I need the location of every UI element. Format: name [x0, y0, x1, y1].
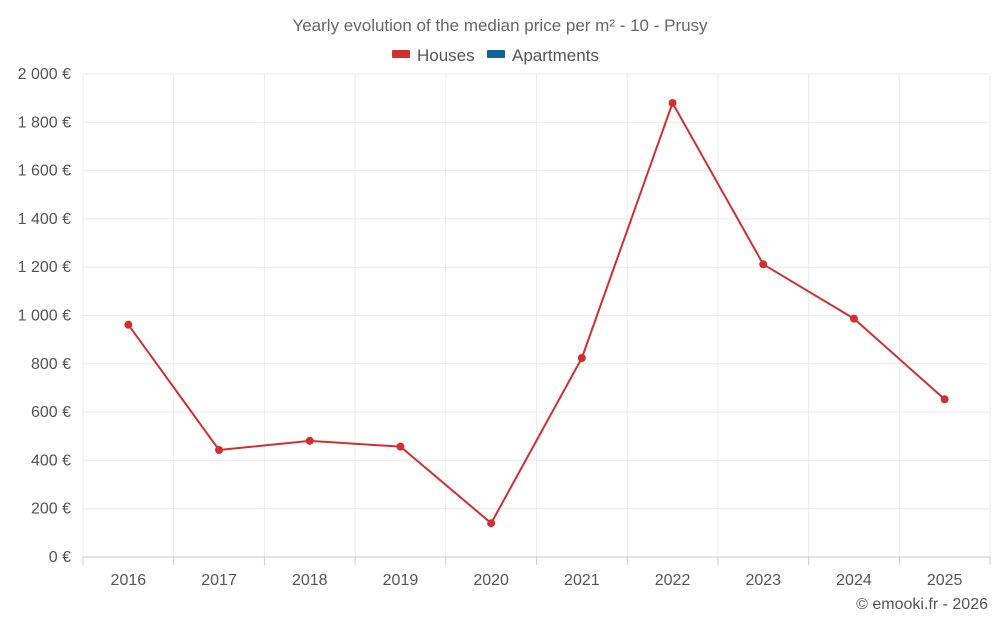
y-tick-label: 1 400 €	[18, 211, 71, 228]
y-tick-label: 1 000 €	[18, 308, 71, 325]
data-point	[215, 446, 224, 455]
x-tick-label: 2016	[111, 572, 147, 589]
legend-label-houses: Houses	[417, 46, 475, 65]
x-axis: 2016 2017 2018 2019 2020 2021 2022 2023 2024 2025	[111, 572, 963, 589]
y-axis: 0 € 200 € 400 € 600 € 800 € 1 000 € 1 200 € 1 4…	[18, 66, 71, 566]
legend-label-apartments: Apartments	[512, 46, 599, 65]
data-point	[759, 260, 768, 269]
x-tick-label: 2022	[655, 572, 691, 589]
y-tick-label: 1 600 €	[18, 163, 71, 180]
legend-swatch-houses	[392, 50, 410, 58]
x-tick-label: 2021	[564, 572, 600, 589]
y-tick-label: 800 €	[31, 356, 71, 373]
y-tick-label: 1 800 €	[18, 114, 71, 131]
chart-title: Yearly evolution of the median price per…	[292, 16, 708, 35]
x-tick-label: 2025	[927, 572, 963, 589]
x-tick-label: 2017	[201, 572, 237, 589]
legend: Houses Apartments	[392, 46, 599, 65]
data-point	[668, 98, 677, 107]
y-tick-label: 400 €	[31, 452, 71, 469]
data-point	[396, 442, 405, 451]
x-tick-label: 2023	[745, 572, 781, 589]
data-point	[305, 436, 314, 445]
y-tick-label: 2 000 €	[18, 66, 71, 83]
legend-swatch-apartments	[487, 50, 505, 58]
plot-area	[124, 98, 949, 528]
y-tick-label: 0 €	[49, 549, 71, 566]
data-point	[577, 354, 586, 363]
data-point	[487, 519, 496, 528]
y-tick-label: 1 200 €	[18, 259, 71, 276]
x-tick-label: 2018	[292, 572, 328, 589]
data-point	[940, 395, 949, 404]
x-tick-label: 2020	[473, 572, 509, 589]
y-tick-label: 200 €	[31, 501, 71, 518]
credit-text: © emooki.fr - 2026	[856, 596, 988, 613]
series-line-houses	[127, 101, 946, 525]
y-tick-label: 600 €	[31, 404, 71, 421]
x-tick-label: 2019	[383, 572, 419, 589]
data-point	[124, 320, 133, 329]
data-point	[849, 314, 858, 323]
x-tick-label: 2024	[836, 572, 872, 589]
grid	[82, 73, 991, 565]
